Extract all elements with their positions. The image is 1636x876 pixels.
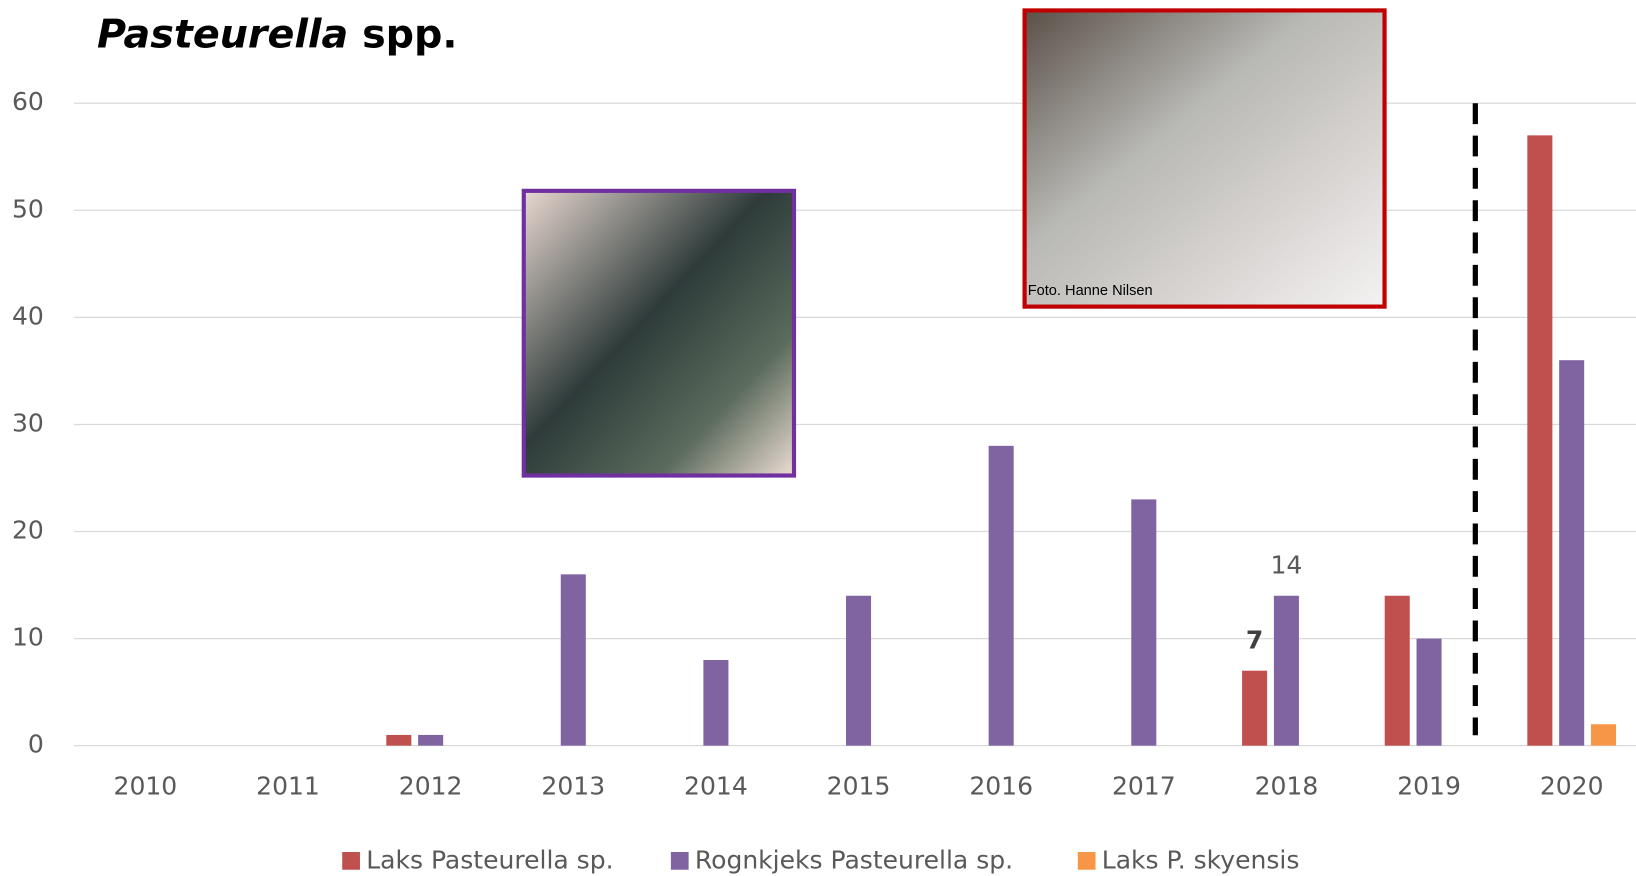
bar xyxy=(1273,595,1299,746)
y-tick-label: 0 xyxy=(28,730,44,759)
photo-salmon xyxy=(1022,8,1387,309)
bar xyxy=(703,659,729,746)
bar xyxy=(386,734,412,746)
bar xyxy=(846,595,872,746)
legend-label: Rognkjeks Pasteurella sp. xyxy=(695,845,1013,874)
plot-area: 0 10 20 30 40 50 60 2010 2011 2012 2013 2014 2015 201… xyxy=(12,87,1636,874)
photo-lumpfish xyxy=(521,188,797,478)
legend-label: Laks Pasteurella sp. xyxy=(366,845,613,874)
x-tick-label: 2020 xyxy=(1540,771,1604,800)
bar xyxy=(1590,724,1617,746)
x-tick-label: 2017 xyxy=(1112,771,1176,800)
bar xyxy=(560,574,586,746)
legend-swatch xyxy=(342,852,360,870)
legend-swatch xyxy=(670,852,689,870)
photo-caption: Foto. Hanne Nilsen xyxy=(1028,283,1153,299)
data-label: 14 xyxy=(1270,551,1302,580)
y-tick-label: 10 xyxy=(12,623,44,652)
y-tick-label: 60 xyxy=(12,87,44,116)
bar xyxy=(988,445,1014,746)
bar xyxy=(1416,638,1442,746)
bar xyxy=(418,734,444,746)
bar xyxy=(1559,360,1585,746)
data-label: 7 xyxy=(1246,626,1263,655)
legend-swatch xyxy=(1077,852,1096,870)
y-tick-label: 50 xyxy=(12,194,44,223)
bar xyxy=(1242,670,1268,746)
x-tick-label: 2018 xyxy=(1255,771,1319,800)
x-tick-label: 2019 xyxy=(1397,771,1461,800)
x-tick-label: 2014 xyxy=(684,771,748,800)
title-italic: Pasteurella xyxy=(97,11,348,57)
bar xyxy=(1384,595,1410,746)
x-tick-label: 2013 xyxy=(541,771,605,800)
x-tick-label: 2011 xyxy=(256,771,320,800)
y-tick-label: 40 xyxy=(12,301,44,330)
x-tick-label: 2010 xyxy=(114,771,178,800)
x-tick-label: 2015 xyxy=(827,771,891,800)
x-tick-label: 2016 xyxy=(969,771,1033,800)
x-tick-label: 2012 xyxy=(399,771,463,800)
chart-title: Pasteurella spp. xyxy=(97,11,457,57)
legend-label: Laks P. skyensis xyxy=(1102,845,1300,874)
y-tick-label: 20 xyxy=(12,516,44,545)
title-rest: spp. xyxy=(362,11,457,57)
y-tick-label: 30 xyxy=(12,408,44,437)
bar xyxy=(1131,499,1157,746)
bar xyxy=(1527,135,1553,746)
